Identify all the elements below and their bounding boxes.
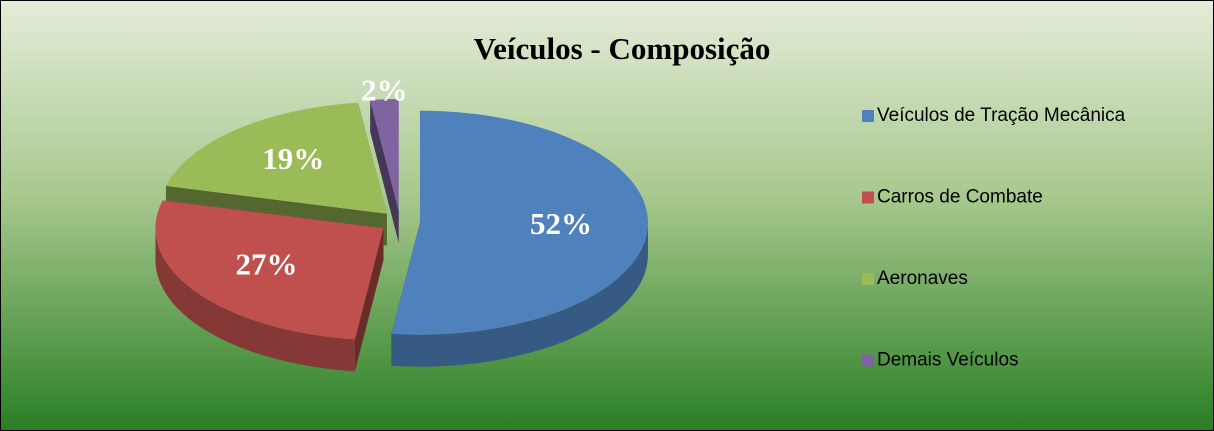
legend-swatch <box>862 191 874 204</box>
slice-side <box>155 228 355 372</box>
slice-wall <box>370 99 399 244</box>
chart-title: Veículos - Composição <box>474 31 771 66</box>
slice <box>155 200 384 372</box>
legend-label: Aeronaves <box>877 268 968 289</box>
data-label: 27% <box>236 246 298 281</box>
slice <box>370 99 399 244</box>
slice-wall <box>354 228 384 372</box>
slice-side <box>391 222 648 367</box>
data-label: 2% <box>361 72 408 107</box>
legend-swatch <box>862 273 874 285</box>
data-label: 19% <box>262 141 324 176</box>
slice-top <box>165 102 387 214</box>
slice <box>391 110 648 367</box>
data-label: 52% <box>530 206 592 241</box>
slice-top <box>155 200 384 340</box>
legend-label: Veículos de Tração Mecânica <box>877 105 1126 126</box>
legend-swatch <box>862 354 874 367</box>
legend-swatch <box>862 110 874 122</box>
slice-top <box>391 110 648 335</box>
legend-label: Demais Veículos <box>877 350 1019 371</box>
legend-label: Carros de Combate <box>877 187 1043 208</box>
slice-top <box>370 99 399 212</box>
